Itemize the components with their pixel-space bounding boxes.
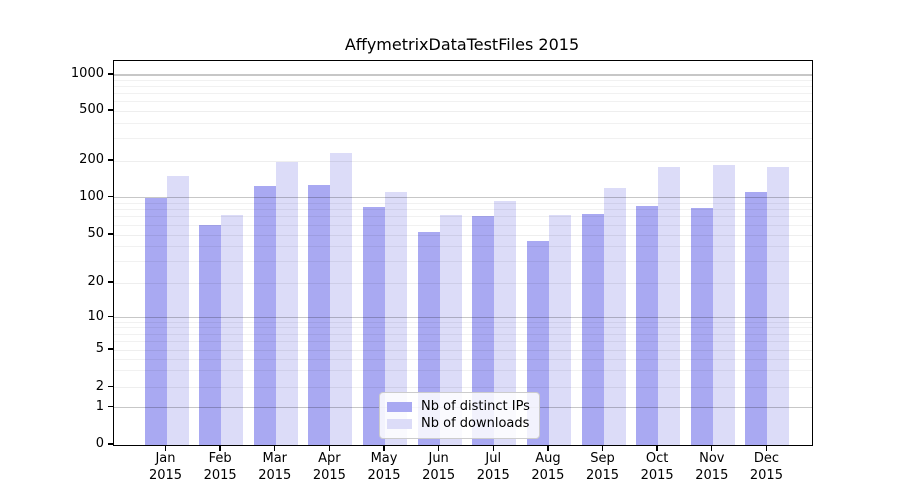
ytick-label-20: 20: [87, 274, 104, 289]
xtick-label-feb: Feb 2015: [203, 451, 237, 483]
bar-dec-downloads: [767, 167, 790, 445]
ytick-mark-10: [108, 315, 113, 318]
bar-mar-downloads: [275, 161, 298, 445]
xtick-mark-feb: [219, 445, 221, 451]
bars-layer: [114, 61, 812, 445]
legend-swatch-distinct-ips: [387, 401, 412, 412]
bar-jun-distinct-ips: [417, 231, 440, 445]
legend-swatch-downloads: [387, 418, 412, 429]
bar-dec-distinct-ips: [745, 192, 768, 445]
bar-oct-distinct-ips: [636, 206, 659, 445]
bar-jul-downloads: [494, 201, 517, 445]
bar-oct-downloads: [658, 166, 681, 445]
xtick-label-apr: Apr 2015: [312, 451, 346, 483]
ytick-mark-100: [108, 195, 113, 198]
ytick-mark-20: [108, 281, 113, 283]
ytick-label-10: 10: [87, 308, 104, 324]
ytick-mark-50: [108, 233, 113, 235]
xtick-mark-oct: [656, 445, 658, 451]
xtick-label-dec: Dec 2015: [749, 451, 783, 483]
xtick-mark-jan: [164, 445, 167, 451]
bar-jul-distinct-ips: [472, 216, 495, 445]
xtick-label-may: May 2015: [367, 451, 401, 483]
legend-label-downloads: Nb of downloads: [421, 416, 530, 431]
bar-aug-downloads: [548, 215, 571, 445]
bar-apr-downloads: [330, 153, 353, 445]
bar-sep-distinct-ips: [581, 213, 604, 445]
bar-feb-distinct-ips: [199, 225, 222, 445]
ytick-label-0: 0: [95, 436, 104, 451]
bar-jan-distinct-ips: [144, 197, 167, 445]
ytick-label-50: 50: [87, 226, 104, 241]
ytick-mark-200: [108, 159, 113, 161]
bar-feb-downloads: [221, 214, 244, 445]
bar-jun-downloads: [439, 215, 462, 445]
xtick-mark-apr: [328, 445, 331, 451]
xtick-label-jun: Jun 2015: [422, 451, 456, 483]
ytick-label-500: 500: [79, 102, 104, 117]
xtick-mark-dec: [765, 445, 768, 451]
bar-mar-distinct-ips: [253, 185, 276, 445]
xtick-mark-jun: [437, 445, 440, 451]
bar-may-downloads: [385, 191, 408, 445]
ytick-label-1000: 1000: [70, 66, 104, 81]
xtick-mark-jul: [492, 445, 494, 451]
ytick-label-5: 5: [95, 341, 104, 356]
xtick-label-jul: Jul 2015: [476, 451, 510, 483]
ytick-label-2: 2: [95, 378, 104, 394]
xtick-mark-aug: [547, 445, 549, 451]
chart-title: AffymetrixDataTestFiles 2015: [344, 35, 580, 54]
xtick-mark-may: [383, 445, 385, 451]
ytick-mark-2: [108, 385, 113, 388]
xtick-label-jan: Jan 2015: [148, 451, 183, 483]
bar-jan-downloads: [166, 176, 189, 445]
ytick-label-1: 1: [95, 398, 104, 414]
bar-sep-downloads: [603, 188, 626, 445]
ytick-mark-0: [108, 443, 113, 445]
xtick-mark-sep: [601, 445, 604, 451]
plot-area: [113, 60, 813, 446]
ytick-label-100: 100: [79, 188, 104, 204]
bar-may-distinct-ips: [363, 206, 386, 445]
ytick-label-200: 200: [79, 152, 104, 167]
xtick-label-nov: Nov 2015: [695, 451, 729, 483]
bar-nov-distinct-ips: [690, 208, 713, 445]
xtick-label-oct: Oct 2015: [640, 451, 674, 483]
ytick-mark-1000: [108, 73, 113, 75]
ytick-mark-1: [108, 405, 113, 408]
bar-apr-distinct-ips: [308, 184, 331, 445]
xtick-label-aug: Aug 2015: [531, 451, 565, 483]
ytick-mark-500: [108, 109, 113, 111]
ytick-mark-5: [108, 348, 113, 350]
legend: Nb of distinct IPs Nb of downloads: [379, 392, 540, 439]
bar-nov-downloads: [712, 164, 735, 445]
xtick-label-mar: Mar 2015: [258, 451, 292, 483]
legend-item-downloads: Nb of downloads: [387, 415, 530, 432]
xtick-label-sep: Sep 2015: [585, 451, 620, 483]
legend-label-distinct-ips: Nb of distinct IPs: [421, 399, 530, 414]
xtick-mark-nov: [711, 445, 713, 451]
legend-item-distinct-ips: Nb of distinct IPs: [387, 398, 530, 415]
xtick-mark-mar: [274, 445, 276, 451]
